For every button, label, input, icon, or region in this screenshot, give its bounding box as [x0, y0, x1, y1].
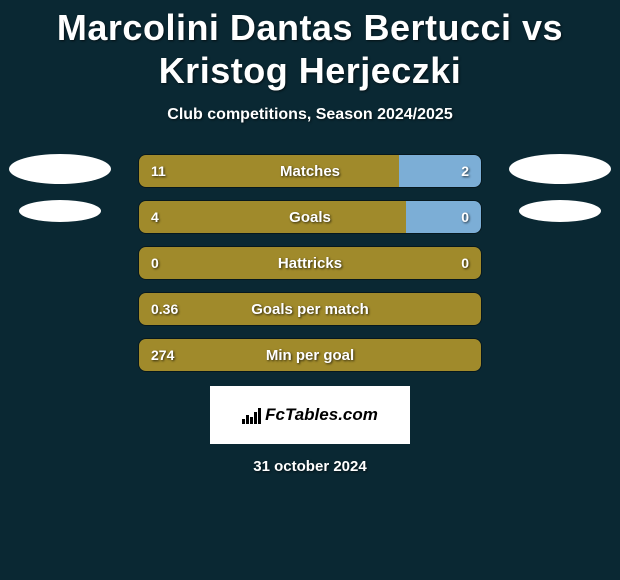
stat-row: Matches112 [138, 154, 482, 188]
player1-avatar-top [9, 154, 111, 184]
bar-right-fill [399, 155, 481, 187]
bar-chart-icon [242, 406, 261, 424]
date-label: 31 october 2024 [253, 458, 366, 475]
player2-avatar-top [509, 154, 611, 184]
bar-left-fill [139, 339, 481, 371]
player1-avatar-bottom [19, 200, 101, 222]
stat-bar: Hattricks00 [138, 246, 482, 280]
comparison-infographic: Marcolini Dantas Bertucci vs Kristog Her… [0, 0, 620, 580]
stat-bar: Goals per match0.36 [138, 292, 482, 326]
stat-bar: Matches112 [138, 154, 482, 188]
stat-row: Hattricks00 [138, 246, 482, 280]
logo-text: FcTables.com [265, 405, 378, 425]
bar-left-fill [139, 201, 406, 233]
player2-avatar-bottom [519, 200, 601, 222]
bar-left-fill [139, 155, 399, 187]
bar-left-fill [139, 247, 481, 279]
stat-row: Min per goal274 [138, 338, 482, 372]
stat-row: Goals per match0.36 [138, 292, 482, 326]
bar-right-fill [406, 201, 481, 233]
subtitle: Club competitions, Season 2024/2025 [167, 106, 452, 124]
stat-bar: Min per goal274 [138, 338, 482, 372]
page-title: Marcolini Dantas Bertucci vs Kristog Her… [0, 6, 620, 92]
stat-row: Goals40 [138, 200, 482, 234]
logo-box: FcTables.com [210, 386, 410, 444]
stats-section: Matches112 Goals40 Hattricks00 Goals per ma… [0, 154, 620, 372]
bar-left-fill [139, 293, 481, 325]
stat-bar: Goals40 [138, 200, 482, 234]
